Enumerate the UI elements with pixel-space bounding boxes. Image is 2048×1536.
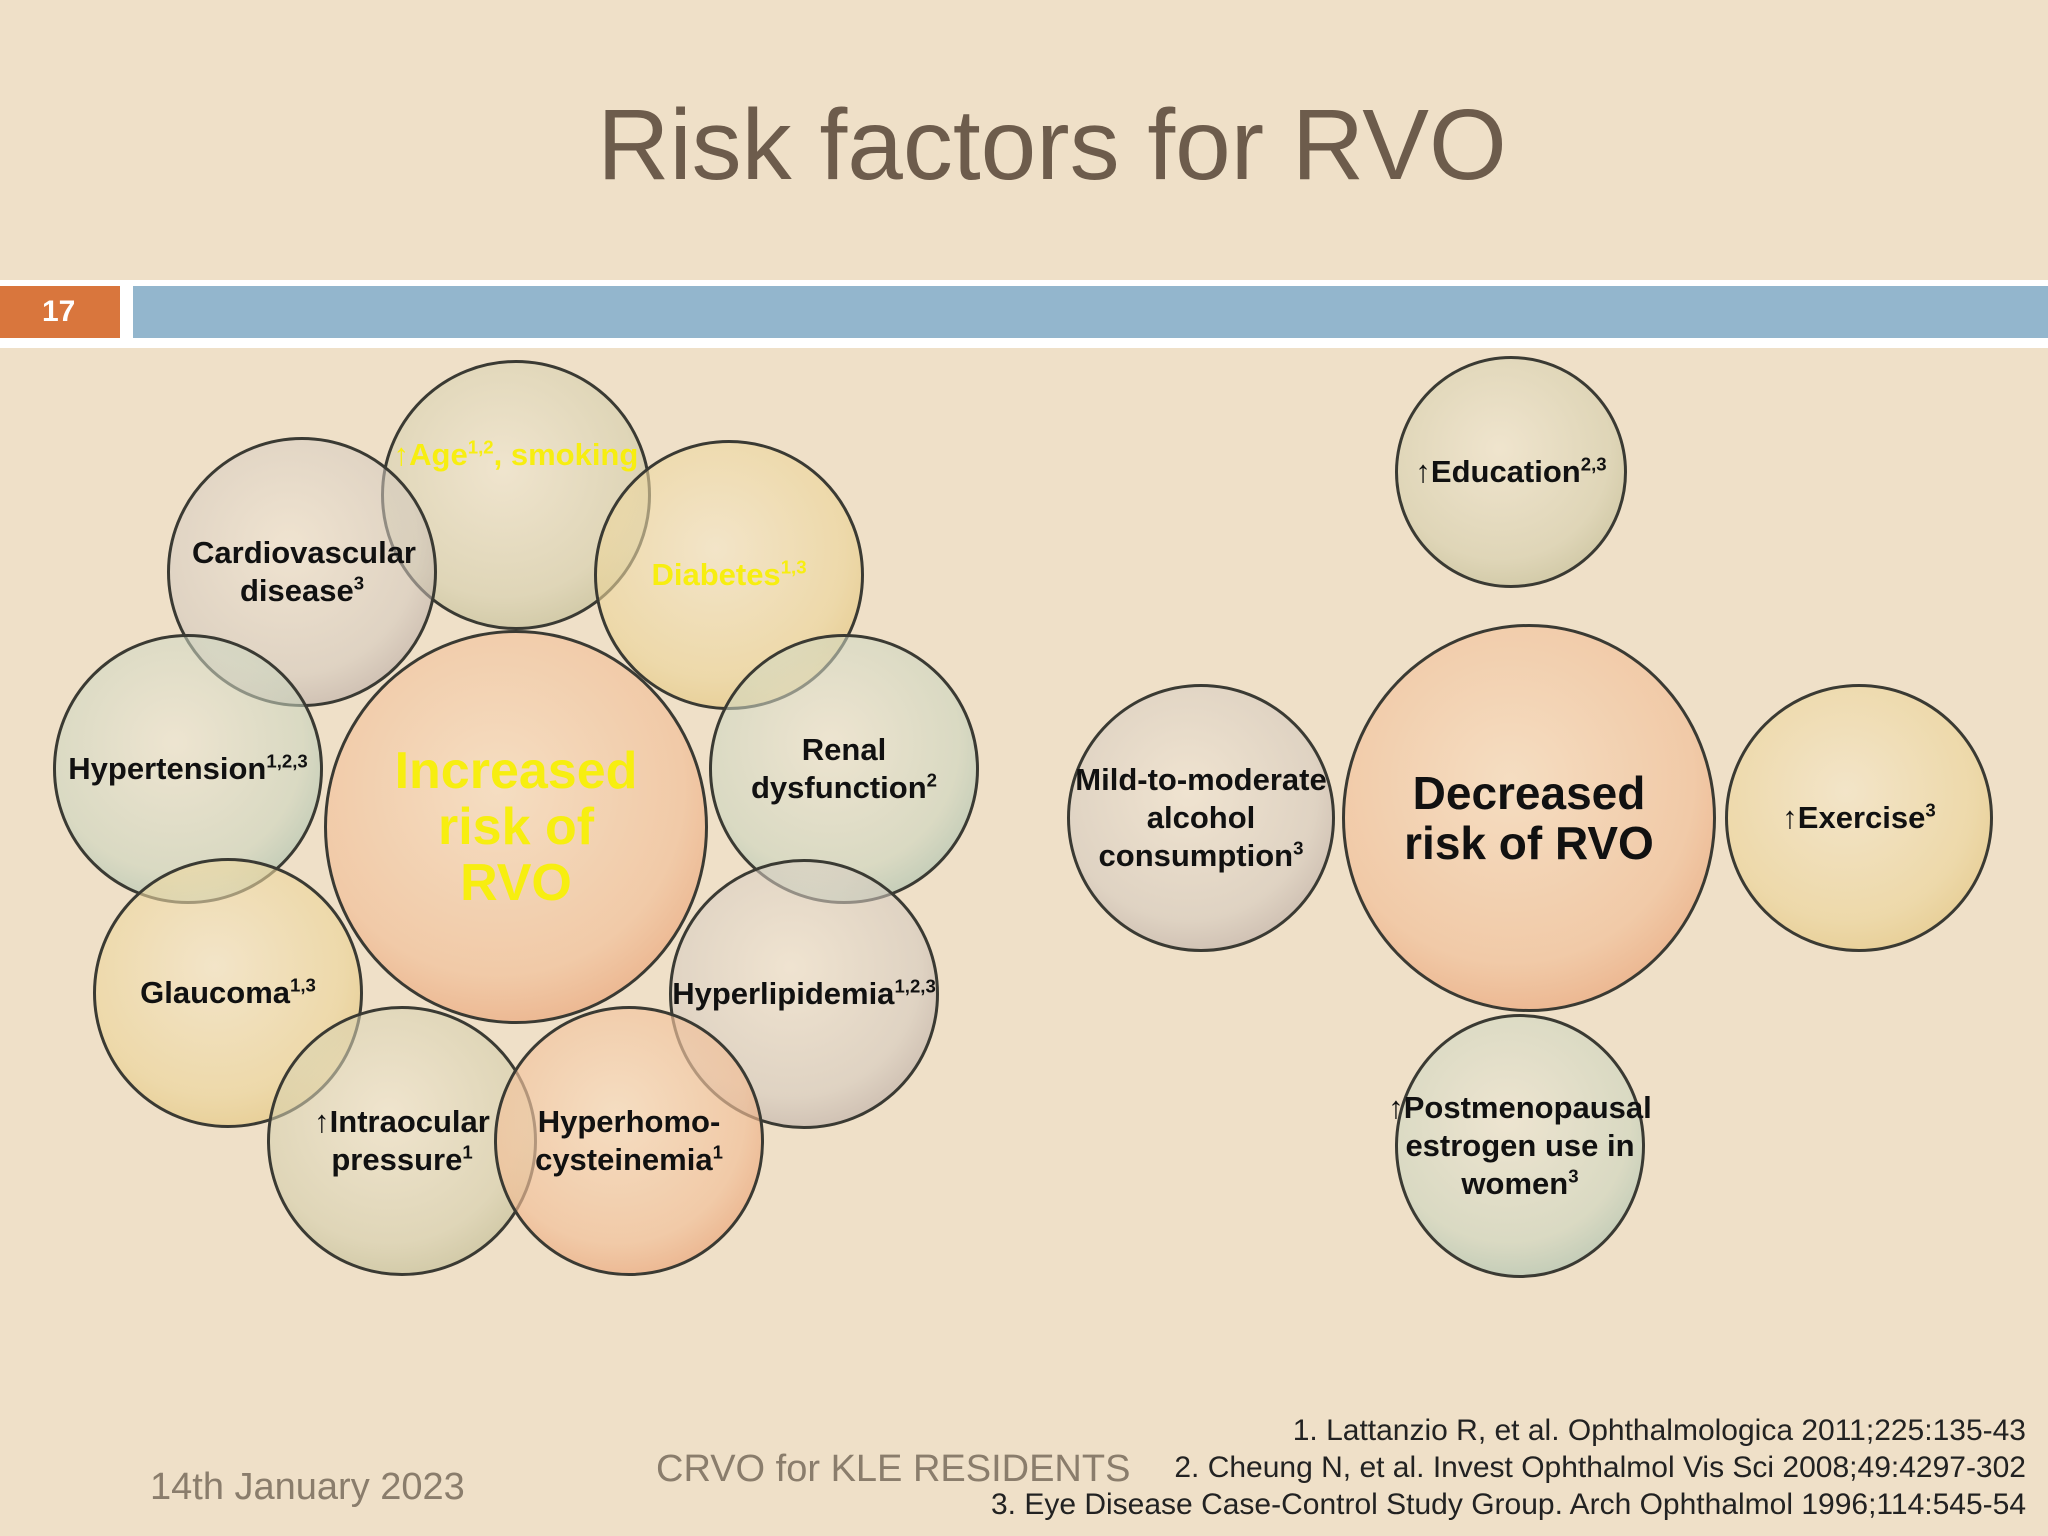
hyperhomo-sup: 1 [712, 1141, 723, 1163]
slide-title: Risk factors for RVO [597, 89, 1507, 201]
bubble-alcohol-consumption: Mild-to-moderate alcohol consumption3 [1067, 684, 1335, 952]
reference-item: 3. Eye Disease Case-Control Study Group.… [990, 1488, 2026, 1521]
renal-sup: 2 [926, 769, 937, 791]
bubble-hyperhomocysteinemia: Hyperhomo-cysteinemia1 [494, 1006, 764, 1276]
references-list: 1. Lattanzio R, et al. Ophthalmologica 2… [886, 1412, 2026, 1523]
footer-presentation-title: CRVO for KLE RESIDENTS [656, 1448, 1131, 1490]
slide-number: 17 [0, 286, 120, 338]
glaucoma-text: Glaucoma [140, 975, 291, 1010]
reference-item: 2. Cheung N, et al. Invest Ophthalmol Vi… [1174, 1451, 2026, 1484]
reference-item: 1. Lattanzio R, et al. Ophthalmologica 2… [1292, 1414, 2026, 1447]
hyperhomo-text: Hyperhomo-cysteinemia [535, 1104, 721, 1177]
exercise-sup: 3 [1925, 799, 1936, 821]
decreased-center-label: Decreased risk of RVO [1404, 767, 1654, 869]
estrogen-text: ↑Postmenopausal estrogen use in women [1388, 1090, 1652, 1201]
bubble-education: ↑Education2,3 [1395, 356, 1627, 588]
cardio-sup: 3 [353, 572, 365, 594]
bubble-renal-dysfunction: Renal dysfunction2 [709, 634, 979, 904]
hypertension-text: Hypertension [68, 751, 267, 786]
age-sup: 1,2 [467, 436, 494, 458]
bubble-exercise: ↑Exercise3 [1725, 684, 1993, 952]
header-bar [133, 286, 2048, 338]
education-sup: 2,3 [1580, 453, 1607, 475]
hyperlipidemia-text: Hyperlipidemia [672, 976, 895, 1011]
diabetes-sup: 1,3 [780, 556, 807, 578]
age-text: ↑Age [393, 437, 468, 472]
alcohol-sup: 3 [1293, 837, 1304, 859]
bubble-hypertension: Hypertension1,2,3 [53, 634, 323, 904]
smoking-text: , smoking [493, 437, 639, 472]
bubble-intraocular-pressure: ↑Intraocular pressure1 [267, 1006, 537, 1276]
education-text: ↑Education [1415, 454, 1581, 489]
diabetes-text: Diabetes [651, 557, 781, 592]
iop-text: ↑Intraocular pressure [314, 1104, 490, 1177]
exercise-text: ↑Exercise [1782, 800, 1926, 835]
bubble-increased-risk-center: Increased risk of RVO [324, 630, 708, 1024]
cardio-text: Cardiovascular disease [192, 535, 416, 608]
footer-date: 14th January 2023 [150, 1466, 465, 1508]
estrogen-sup: 3 [1568, 1165, 1579, 1187]
iop-sup: 1 [462, 1141, 473, 1163]
hypertension-sup: 1,2,3 [266, 750, 308, 772]
glaucoma-sup: 1,3 [290, 974, 316, 996]
renal-text: Renal dysfunction [750, 732, 927, 805]
bubble-cardiovascular-disease: Cardiovascular disease3 [167, 437, 437, 707]
bubble-postmenopausal-estrogen: ↑Postmenopausal estrogen use in women3 [1388, 1014, 1652, 1278]
alcohol-text: Mild-to-moderate alcohol consumption [1075, 762, 1327, 873]
increased-center-label: Increased risk of RVO [394, 742, 638, 912]
bubble-decreased-risk-center: Decreased risk of RVO [1342, 624, 1716, 1012]
hyperlipidemia-sup: 1,2,3 [894, 975, 936, 997]
